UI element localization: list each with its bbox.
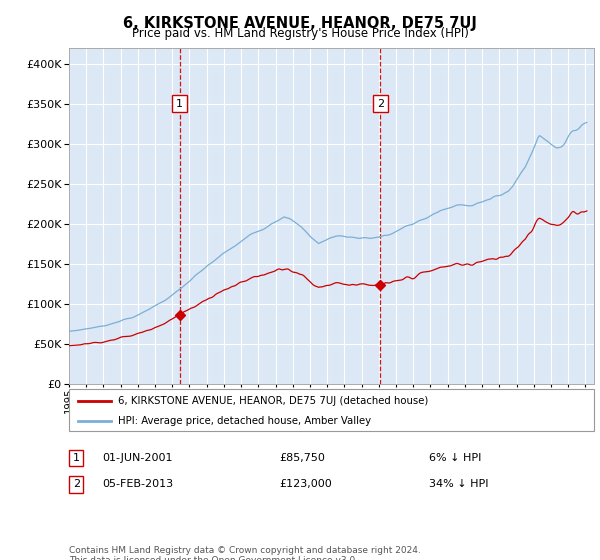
Text: 2: 2 (377, 99, 384, 109)
Text: 6% ↓ HPI: 6% ↓ HPI (429, 453, 481, 463)
Text: £123,000: £123,000 (279, 479, 332, 489)
Text: 6, KIRKSTONE AVENUE, HEANOR, DE75 7UJ (detached house): 6, KIRKSTONE AVENUE, HEANOR, DE75 7UJ (d… (118, 396, 428, 406)
Text: Contains HM Land Registry data © Crown copyright and database right 2024.
This d: Contains HM Land Registry data © Crown c… (69, 546, 421, 560)
Text: 05-FEB-2013: 05-FEB-2013 (102, 479, 173, 489)
Text: HPI: Average price, detached house, Amber Valley: HPI: Average price, detached house, Ambe… (118, 416, 371, 426)
Text: 1: 1 (176, 99, 183, 109)
Text: £85,750: £85,750 (279, 453, 325, 463)
Text: 2: 2 (73, 479, 80, 489)
Text: 34% ↓ HPI: 34% ↓ HPI (429, 479, 488, 489)
Text: 6, KIRKSTONE AVENUE, HEANOR, DE75 7UJ: 6, KIRKSTONE AVENUE, HEANOR, DE75 7UJ (123, 16, 477, 31)
Text: 1: 1 (73, 453, 80, 463)
Text: 01-JUN-2001: 01-JUN-2001 (102, 453, 173, 463)
Text: Price paid vs. HM Land Registry's House Price Index (HPI): Price paid vs. HM Land Registry's House … (131, 27, 469, 40)
